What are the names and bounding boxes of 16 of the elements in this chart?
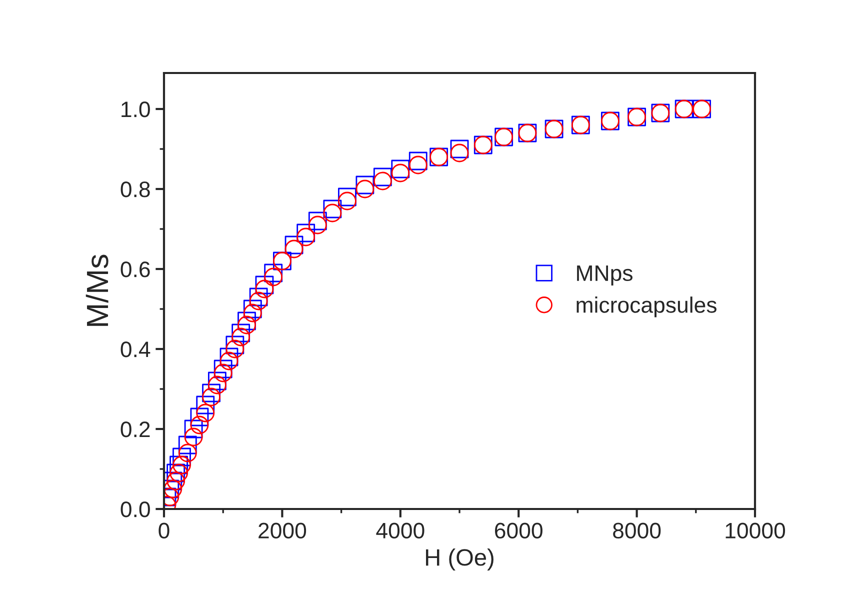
x-tick-label: 6000 [495,522,542,539]
x-tick-label: 10000 [726,522,786,539]
y-tick-label: 1.0 [122,102,150,118]
x-tick-label: 8000 [613,522,661,539]
y-tick-label: 0.2 [120,422,150,438]
x-tick-label: 2000 [258,522,306,539]
x-tick-label: 4000 [376,522,424,539]
legend-label: microcapsules [576,296,716,318]
y-axis-title: M/Ms [86,254,108,326]
y-tick-label: 0.4 [120,342,150,358]
x-tick-label: 0 [158,522,170,539]
legend-label: MNps [577,266,632,286]
y-tick-label: 0.8 [120,182,150,198]
y-tick-label: 0.6 [120,262,150,278]
x-axis-title: H (Oe) [426,548,494,570]
y-tick-label: 0.0 [120,502,150,518]
